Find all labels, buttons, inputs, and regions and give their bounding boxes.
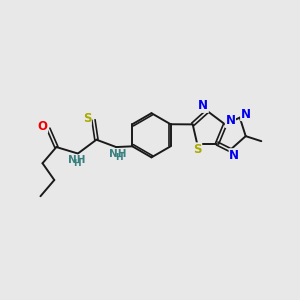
Text: S: S [83,112,91,125]
Text: O: O [38,120,47,133]
Text: H: H [74,159,81,168]
Text: NH: NH [109,148,127,158]
Text: H: H [115,153,123,162]
Text: S: S [193,143,202,156]
Text: N: N [241,108,251,121]
Text: N: N [225,114,236,127]
Text: N: N [229,149,239,162]
Text: N: N [198,99,208,112]
Text: NH: NH [68,155,85,165]
